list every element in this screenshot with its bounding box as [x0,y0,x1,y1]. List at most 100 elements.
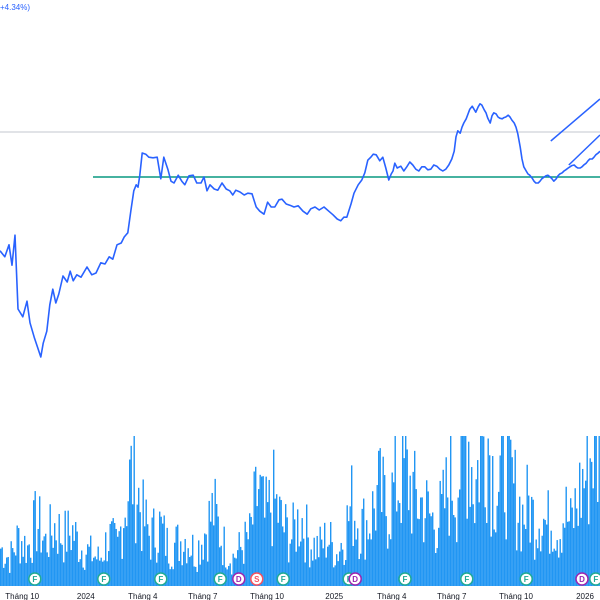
volume-bar [288,562,290,586]
volume-bar [309,567,311,586]
volume-bar [481,436,483,586]
volume-bar [120,526,122,586]
volume-bar [375,530,377,586]
volume-bar [445,457,447,586]
volume-bar [352,545,354,586]
volume-bar [45,533,47,586]
volume-bar [318,557,320,586]
event-marker-f[interactable]: F [460,572,474,586]
volume-bar [489,455,491,586]
volume-bar [504,512,506,586]
volume-bar [456,542,458,586]
volume-bar [136,504,138,586]
x-tick-label: 2025 [325,592,343,600]
volume-bar [465,436,467,586]
volume-bar [406,449,408,586]
event-marker-f[interactable]: F [154,572,168,586]
volume-bar [73,540,75,586]
volume-bar [526,464,528,586]
event-marker-d[interactable]: D [575,572,589,586]
event-marker-d[interactable]: D [348,572,362,586]
price-line [0,103,600,358]
volume-bar [100,557,102,586]
event-marker-f[interactable]: F [213,572,227,586]
event-marker-f[interactable]: F [97,572,111,586]
volume-bar [79,559,81,586]
event-marker-f[interactable]: F [589,572,600,586]
volume-bar [552,551,554,586]
volume-bar [55,540,57,586]
volume-bar [75,522,77,586]
volume-bar [283,532,285,586]
volume-bar [12,548,14,586]
volume-bar [402,436,404,586]
volume-bar [513,483,515,586]
event-marker-label: F [281,575,286,584]
volume-bar [265,476,267,586]
event-marker-s[interactable]: S [250,572,264,586]
volume-bar [387,548,389,586]
volume-bar [468,441,470,586]
volume-bar [421,497,423,586]
volume-bar [439,480,441,586]
volume-bar [76,531,78,586]
volume-bar [46,552,48,586]
volume-bar [565,486,567,586]
volume-bar [168,563,170,586]
event-marker-f[interactable]: F [276,572,290,586]
volume-bar [339,551,341,586]
volume-bar [58,513,60,586]
event-marker-f[interactable]: F [28,572,42,586]
volume-bar [591,461,593,586]
volume-bar [312,560,314,586]
volume-bar [82,567,84,586]
volume-bar [382,456,384,586]
volume-bar [237,550,239,586]
volume-bar [159,511,161,586]
volume-bar [478,502,480,586]
x-tick-label: Tháng 10 [250,592,284,600]
x-tick-label: 2024 [77,592,95,600]
volume-bar [390,539,392,586]
volume-bar [496,505,498,586]
event-marker-d[interactable]: D [232,572,246,586]
volume-bar [148,535,150,586]
volume-bar [429,513,431,586]
volume-bar [549,553,551,586]
volume-bar [577,525,579,586]
volume-bar [532,499,534,586]
event-marker-label: F [464,575,469,584]
volume-bar [585,480,587,586]
volume-bar [543,518,545,586]
volume-bar [274,498,276,586]
volume-bar [597,501,599,586]
channel-upper-line[interactable] [550,98,600,142]
volume-bar [162,523,164,586]
volume-bar [163,515,165,586]
volume-bar [15,555,17,586]
volume-bar [196,571,198,586]
volume-bar [517,522,519,586]
volume-bar [480,436,482,586]
volume-bar [9,572,11,586]
volume-bar [408,510,410,586]
volume-bar [510,439,512,586]
volume-bar [442,469,444,586]
channel-lower-line[interactable] [568,134,600,166]
volume-bar [28,544,30,586]
volume-bar [298,546,300,586]
volume-bar [205,534,207,586]
volume-bar [154,547,156,586]
volume-bar [157,552,159,586]
volume-bar [391,472,393,586]
volume-bar [67,510,69,586]
volume-bar [433,529,435,586]
volume-bar [412,471,414,586]
volume-bar [582,468,584,586]
event-marker-f[interactable]: F [398,572,412,586]
volume-bar [589,458,591,586]
volume-bar [529,542,531,586]
volume-bar [27,545,29,586]
event-marker-f[interactable]: F [519,572,533,586]
